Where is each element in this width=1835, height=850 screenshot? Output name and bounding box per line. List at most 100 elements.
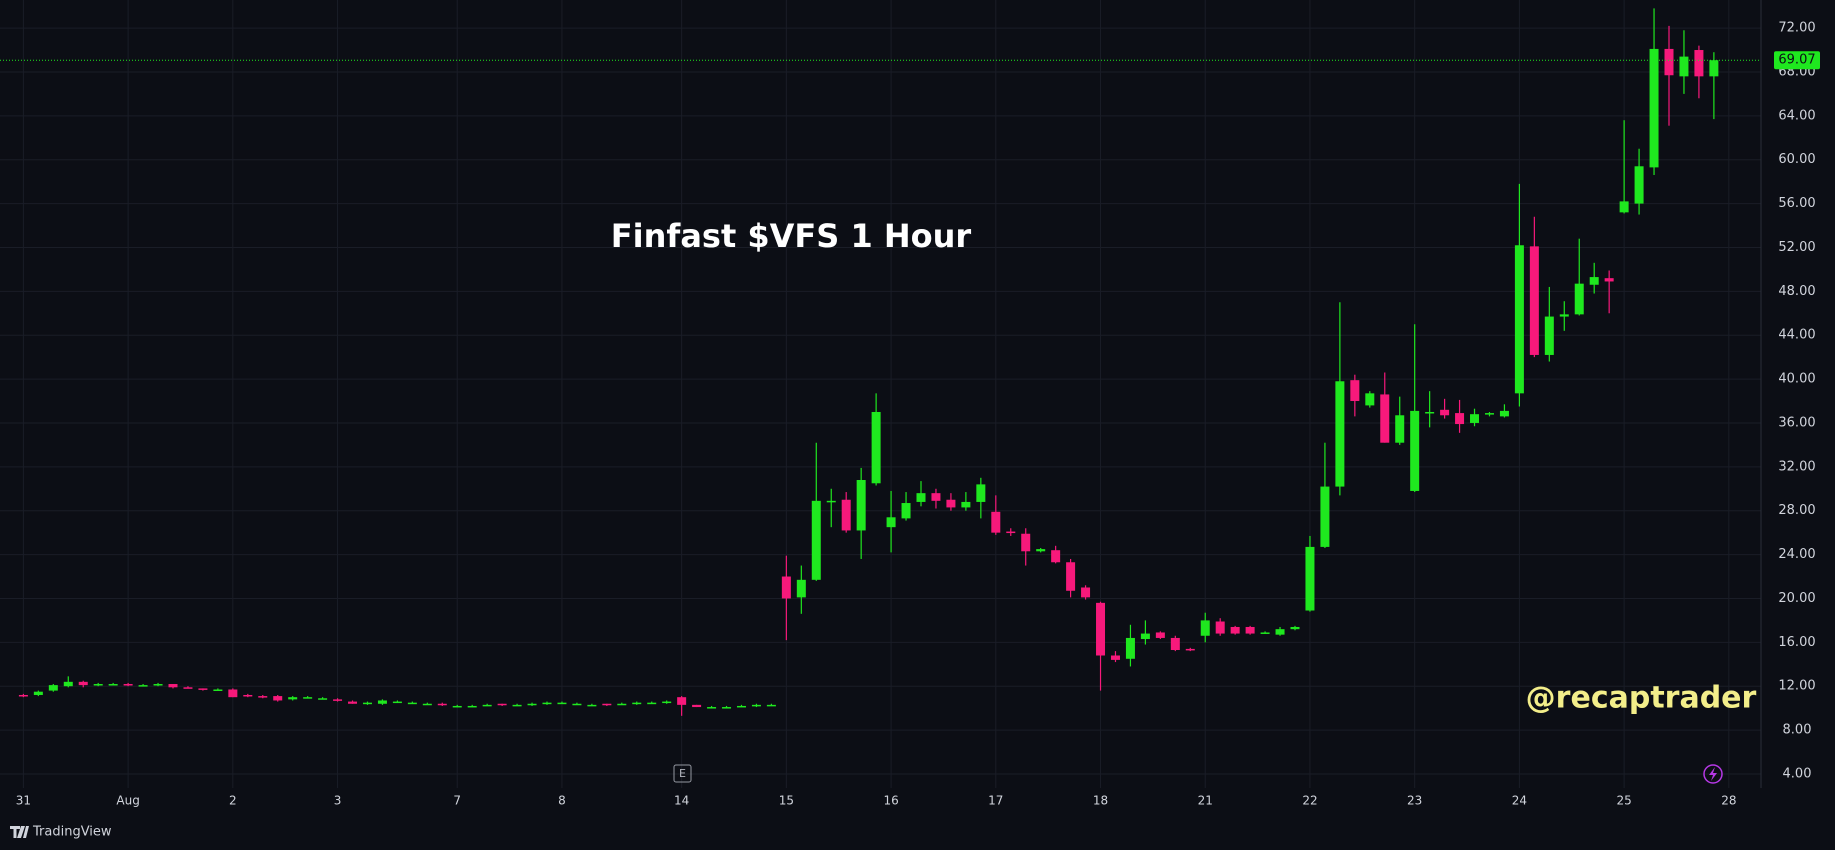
candle-body [1499,410,1509,417]
candle-body [781,576,791,599]
candle-body [1006,531,1016,534]
candle-body [407,702,417,705]
candle-body [303,697,313,699]
candle-body [377,700,387,704]
chart-title: Finfast $VFS 1 Hour [611,217,972,255]
y-tick-label: 24.00 [1778,547,1815,562]
y-tick-label: 72.00 [1778,21,1815,36]
x-tick-label: 7 [453,794,461,808]
x-tick-label: 31 [16,794,31,808]
x-tick-label: 24 [1512,794,1527,808]
candle-body [392,701,402,704]
x-tick-label: 21 [1198,794,1213,808]
candle-body [587,704,597,707]
earnings-marker[interactable]: E [679,767,686,780]
candle-body [1155,632,1165,638]
candle-body [811,500,821,580]
candle-body [1484,413,1494,415]
candles [0,8,1761,716]
candle-body [108,684,118,686]
axes: 4.008.0012.0016.0020.0024.0028.0032.0036… [16,21,1820,808]
candle-body [1215,621,1225,634]
candle-body [1619,201,1629,213]
candle-body [542,702,552,705]
y-tick-label: 4.00 [1783,766,1812,781]
last-price-label: 69.07 [1778,53,1815,68]
candle-body [961,501,971,508]
candle-body [901,503,911,519]
candle-body [632,702,642,705]
candle-body [243,694,253,697]
candle-body [1634,166,1644,204]
candle-body [1470,414,1480,423]
candle-body [512,704,522,707]
x-tick-label: 23 [1407,794,1422,808]
candle-body [1350,380,1360,402]
y-tick-label: 52.00 [1778,240,1815,255]
candle-body [1380,394,1390,443]
candle-body [1081,587,1091,598]
y-tick-label: 12.00 [1778,679,1815,694]
candle-body [1066,562,1076,591]
brand[interactable]: TradingView [32,825,112,840]
brand-logo [10,826,29,838]
candle-body [467,705,477,708]
candle-body [153,684,163,686]
candle-body [886,517,896,528]
candle-body [1679,56,1689,77]
x-tick-label: 8 [558,794,566,808]
candle-body [722,707,732,709]
candle-body [751,704,761,707]
candle-body [228,689,238,698]
x-tick-label: 18 [1093,794,1108,808]
candle-body [976,484,986,502]
candle-body [1529,246,1539,355]
candle-body [617,703,627,706]
candle-body [93,684,103,686]
candle-body [572,703,582,706]
y-tick-label: 60.00 [1778,152,1815,167]
y-tick-label: 8.00 [1783,723,1812,738]
candle-body [63,681,73,687]
y-tick-label: 48.00 [1778,284,1815,299]
candle-body [123,684,133,686]
candle-body [1230,626,1240,634]
x-tick-label: 16 [883,794,898,808]
x-tick-label: 25 [1616,794,1631,808]
earnings-box[interactable] [673,764,692,783]
event-bolt [1709,767,1717,781]
candle-body [198,688,208,690]
candle-body [1514,245,1524,394]
y-tick-label: 20.00 [1778,591,1815,606]
candle-body [33,691,43,695]
candle-body [452,705,462,708]
x-tick-label: 2 [229,794,237,808]
candle-body [1096,602,1106,656]
y-tick-label: 36.00 [1778,415,1815,430]
candle-body [871,411,881,484]
x-tick-label: 3 [334,794,342,808]
y-tick-label: 56.00 [1778,196,1815,211]
x-tick-label: 15 [779,794,794,808]
candle-body [318,698,328,700]
candle-body [1694,50,1704,77]
candle-body [1021,533,1031,552]
candle-body [991,511,1001,533]
candle-body [138,685,148,687]
candle-body [647,702,657,705]
candle-body [1455,413,1465,425]
candle-body [168,684,178,688]
grid [0,0,1761,788]
candle-body [1709,60,1719,77]
candle-body [692,704,702,708]
event-icon[interactable] [1703,764,1723,784]
candle-body [946,499,956,508]
y-tick-label: 16.00 [1778,635,1815,650]
candle-body [1559,314,1569,317]
candle-body [1425,411,1435,414]
candle-body [1260,632,1270,634]
candle-body [677,697,687,705]
candle-body [1185,648,1195,651]
